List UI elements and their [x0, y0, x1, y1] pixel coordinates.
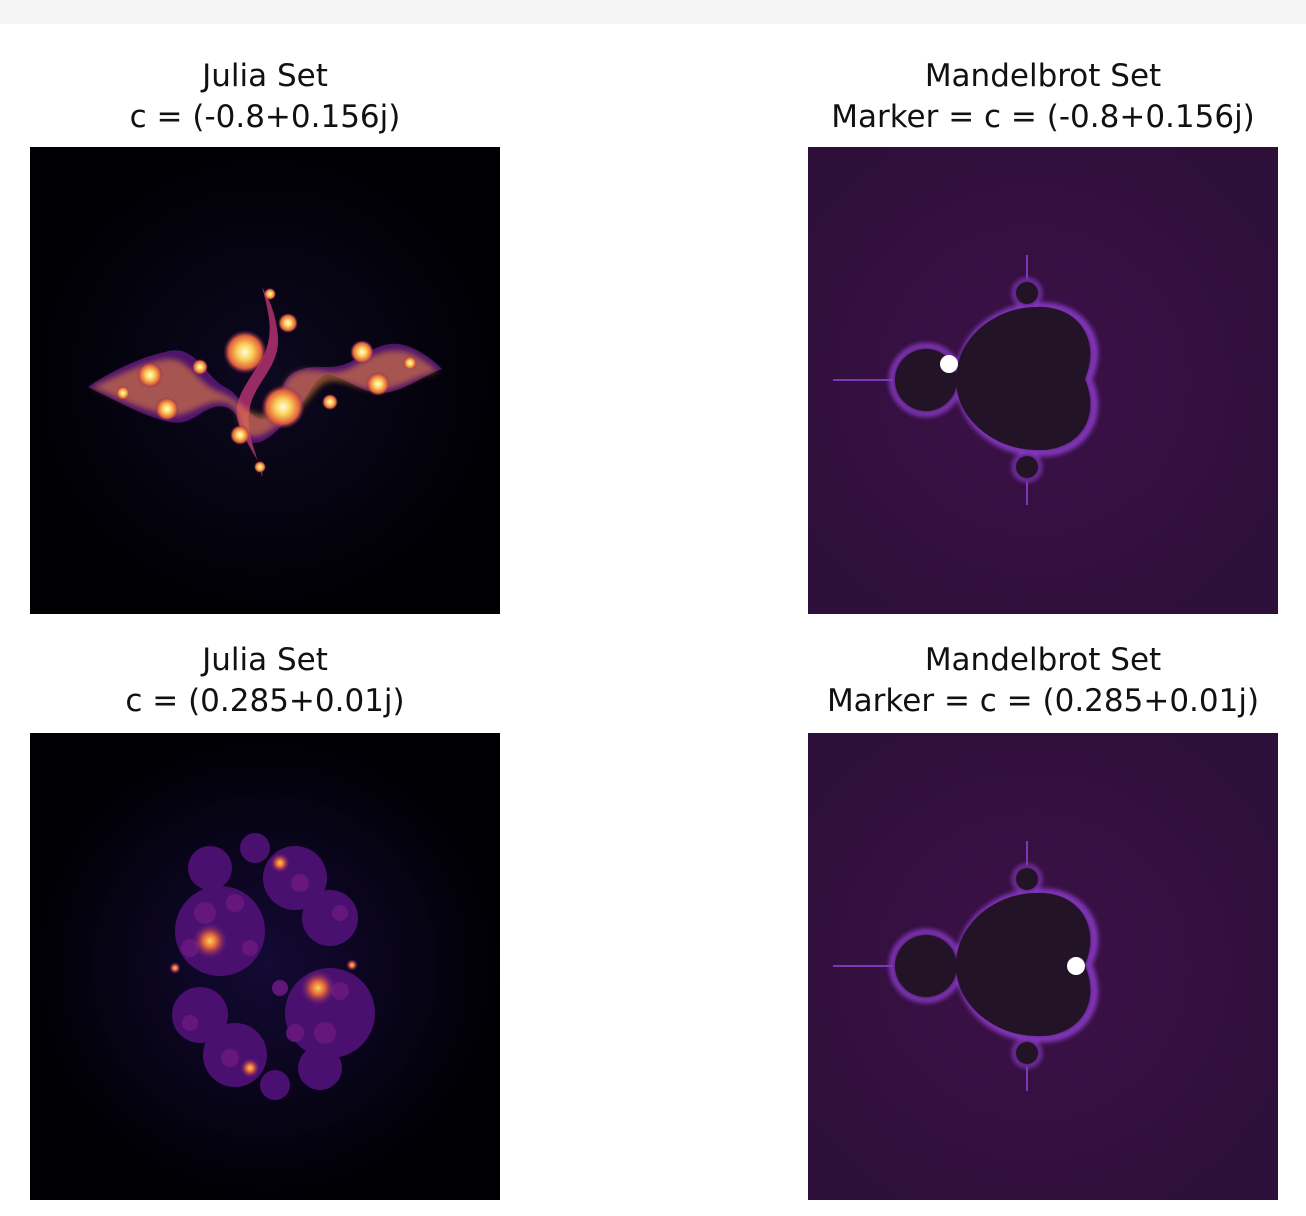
mandelbrot-title-1-main: Mandelbrot Set [924, 58, 1162, 94]
mandelbrot-title-2-sub: Marker = c = (0.285+0.01j) [826, 683, 1260, 719]
julia-title-1: Julia Set c = (-0.8+0.156j) [30, 56, 500, 138]
julia-fractal-1 [88, 287, 442, 477]
mandelbrot-marker-1 [940, 355, 958, 373]
mandelbrot-shape-2 [833, 841, 1098, 1091]
julia-title-1-sub: c = (-0.8+0.156j) [129, 99, 401, 135]
mandelbrot-title-2: Mandelbrot Set Marker = c = (0.285+0.01j… [788, 640, 1298, 722]
julia-plot-1 [30, 147, 500, 614]
julia-fractal-2 [169, 833, 375, 1100]
julia-plot-2-svg [30, 733, 500, 1200]
mandelbrot-title-1: Mandelbrot Set Marker = c = (-0.8+0.156j… [788, 56, 1298, 138]
mandelbrot-title-1-sub: Marker = c = (-0.8+0.156j) [831, 99, 1255, 135]
julia-title-2: Julia Set c = (0.285+0.01j) [30, 640, 500, 722]
julia-plot-2-background [30, 733, 500, 1200]
mandelbrot-plot-1 [808, 147, 1278, 614]
mandelbrot-plot-2 [808, 733, 1278, 1200]
julia-title-2-main: Julia Set [202, 642, 328, 678]
julia-title-2-sub: c = (0.285+0.01j) [125, 683, 405, 719]
mandelbrot-marker-2 [1067, 957, 1085, 975]
mandelbrot-plot-2-svg [808, 733, 1278, 1200]
julia-title-1-main: Julia Set [202, 58, 328, 94]
mandelbrot-plot-1-svg [808, 147, 1278, 614]
julia-plot-2 [30, 733, 500, 1200]
top-bar [0, 0, 1306, 24]
mandelbrot-title-2-main: Mandelbrot Set [924, 642, 1162, 678]
julia-plot-1-svg [30, 147, 500, 614]
